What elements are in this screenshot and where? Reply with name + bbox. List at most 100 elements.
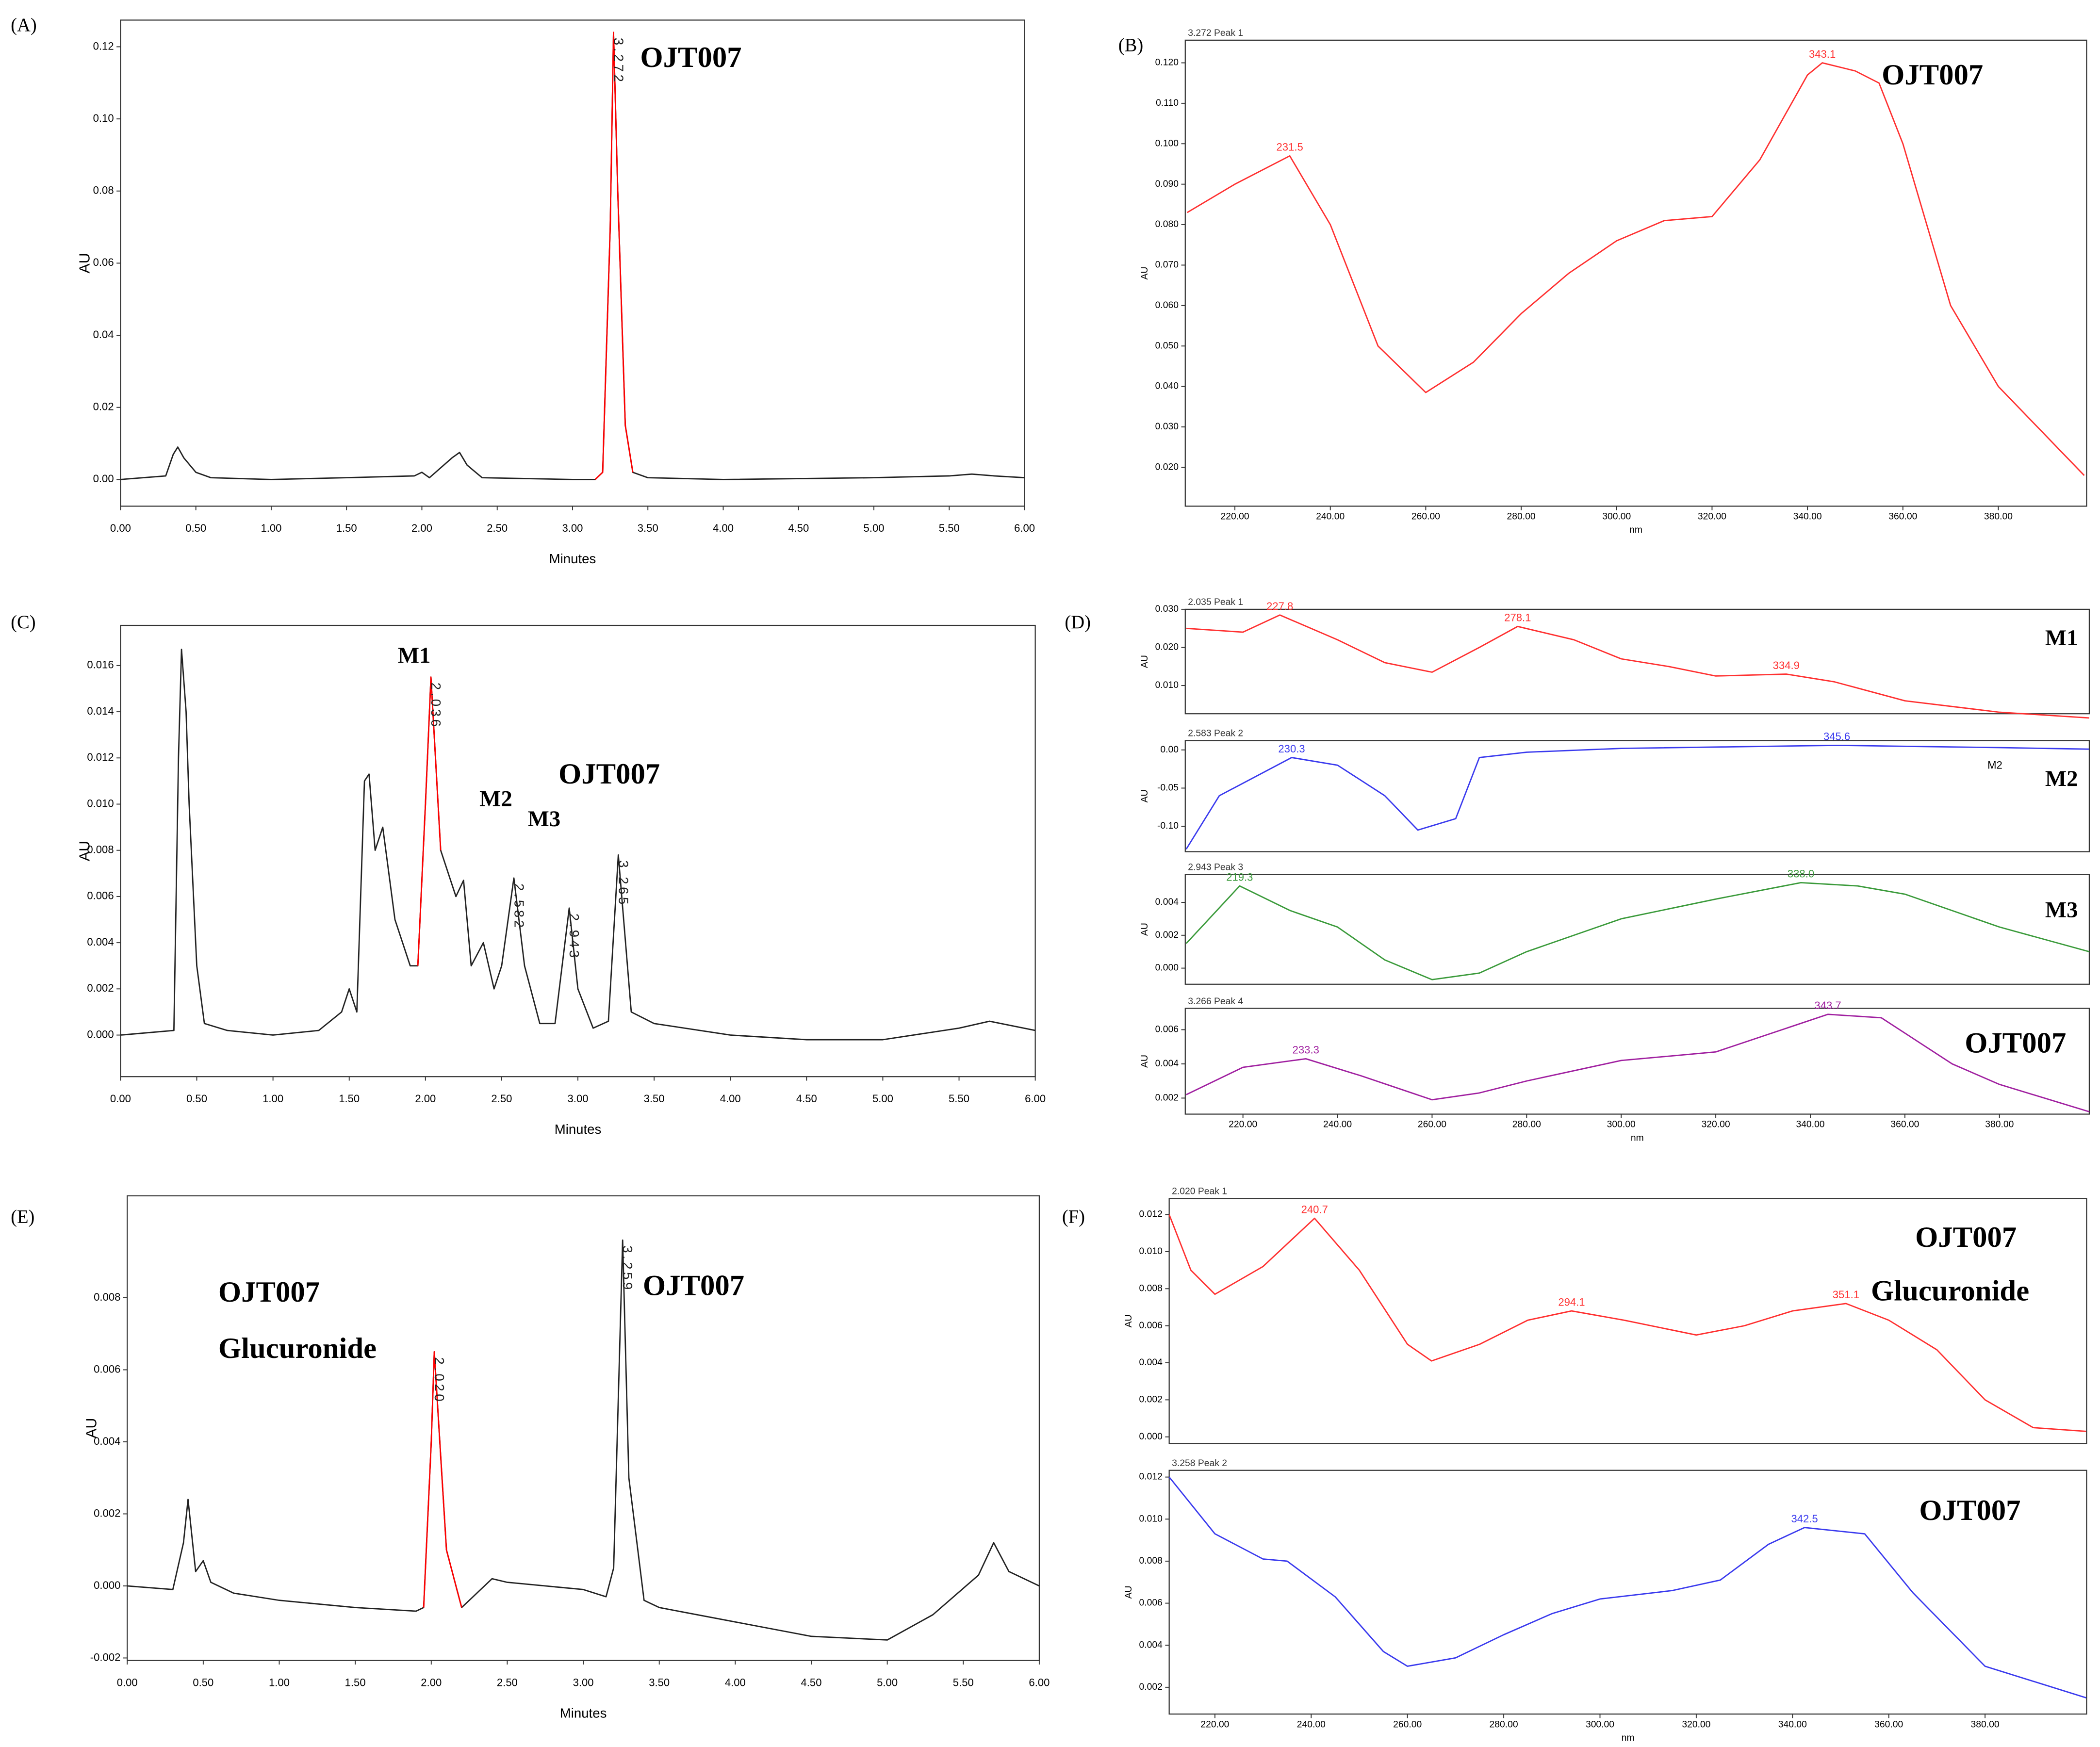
y-tick-label: -0.10 [1157, 821, 1179, 831]
peak-label: 3.259 [620, 1245, 635, 1292]
y-tick-label: 0.050 [1155, 341, 1179, 351]
y-tick-label: 0.010 [1155, 680, 1179, 690]
peak-label: 343.1 [1809, 48, 1836, 60]
peak-label: 278.1 [1504, 612, 1531, 624]
y-tick-label: 0.008 [87, 844, 114, 856]
annotation: M1 [398, 643, 431, 668]
x-tick-label: 0.00 [110, 1093, 131, 1105]
y-tick-label: 0.008 [94, 1291, 120, 1303]
x-tick-label: 1.00 [262, 1093, 283, 1105]
x-tick-label: 1.00 [261, 522, 281, 534]
plot-frame [1168, 1469, 2087, 1715]
y-tick-label: 0.008 [1139, 1283, 1163, 1293]
peak-label: 345.6 [1823, 731, 1850, 743]
peak-label: 219.3 [1226, 871, 1253, 883]
x-tick-label: 380.00 [1985, 1120, 2014, 1130]
x-tick-label: 3.50 [638, 522, 658, 534]
x-tick-label: 4.50 [788, 522, 809, 534]
annotation: M2 [1987, 759, 2002, 771]
y-axis-label: AU [1124, 1315, 1134, 1328]
y-tick-label: -0.002 [90, 1651, 121, 1663]
y-tick-label: 0.006 [94, 1363, 120, 1375]
peak-label: 351.1 [1833, 1289, 1859, 1301]
annotation: M2 [2045, 766, 2078, 791]
peak-label: 3.272 [611, 38, 626, 85]
y-axis-label: AU [77, 253, 93, 273]
y-tick-label: 0.002 [1155, 930, 1179, 940]
y-tick-label: 0.100 [1155, 138, 1179, 148]
plot-frame [1184, 740, 2090, 852]
data-line [423, 1351, 462, 1608]
x-tick-label: 300.00 [1586, 1719, 1614, 1730]
annotation: OJT007 [1919, 1494, 2020, 1527]
y-tick-label: 0.002 [1155, 1093, 1179, 1103]
data-line [1187, 62, 2085, 476]
x-tick-label: 4.00 [720, 1093, 741, 1105]
subtitle: 3.258 Peak 2 [1172, 1458, 1227, 1469]
x-tick-label: 2.50 [487, 522, 508, 534]
data-line [594, 32, 634, 480]
x-tick-label: 220.00 [1229, 1120, 1257, 1130]
plot-frame [1184, 1008, 2090, 1115]
annotation: OJT007 [643, 1269, 744, 1302]
x-tick-label: 0.50 [193, 1676, 213, 1688]
x-tick-label: 220.00 [1200, 1719, 1229, 1730]
x-tick-label: 260.00 [1411, 512, 1440, 522]
y-tick-label: 0.002 [1139, 1395, 1163, 1405]
x-tick-label: 320.00 [1698, 512, 1726, 522]
data-line [120, 32, 1025, 480]
x-tick-label: 6.00 [1014, 522, 1035, 534]
subtitle: 3.272 Peak 1 [1188, 28, 1243, 38]
peak-label: 2.036 [428, 683, 443, 730]
y-tick-label: 0.000 [94, 1579, 120, 1591]
x-tick-label: 5.00 [872, 1093, 893, 1105]
y-tick-label: 0.004 [94, 1435, 120, 1447]
x-tick-label: 260.00 [1393, 1719, 1422, 1730]
plot-frame [1184, 608, 2090, 715]
y-tick-label: 0.004 [87, 936, 114, 948]
y-tick-label: 0.012 [87, 751, 114, 763]
y-tick-label: 0.00 [1160, 745, 1179, 755]
y-tick-label: 0.010 [87, 797, 114, 809]
y-tick-label: 0.004 [1155, 1059, 1179, 1069]
x-tick-label: 3.00 [562, 522, 583, 534]
annotation: OJT007 [558, 758, 660, 790]
y-axis-label: AU [1140, 923, 1150, 936]
y-tick-label: 0.020 [1155, 642, 1179, 653]
x-tick-label: 4.00 [713, 522, 734, 534]
peak-label: 294.1 [1558, 1296, 1585, 1308]
peak-label: 342.5 [1791, 1513, 1818, 1525]
annotation: Glucuronide [218, 1332, 377, 1365]
x-tick-label: 280.00 [1512, 1120, 1541, 1130]
subtitle: 2.583 Peak 2 [1188, 729, 1243, 739]
y-tick-label: 0.060 [1155, 300, 1179, 310]
y-tick-label: 0.030 [1155, 604, 1179, 614]
annotation: OJT007 [640, 41, 741, 74]
data-line [1185, 882, 2090, 980]
y-tick-label: 0.012 [1139, 1472, 1163, 1482]
y-axis-label: AU [77, 841, 93, 861]
x-tick-label: 360.00 [1874, 1719, 1903, 1730]
x-tick-label: 320.00 [1682, 1719, 1710, 1730]
x-tick-label: 380.00 [1971, 1719, 2000, 1730]
x-tick-label: 2.00 [421, 1676, 442, 1688]
data-line [1168, 1476, 2086, 1698]
y-tick-label: 0.080 [1155, 219, 1179, 229]
y-tick-label: 0.006 [1139, 1598, 1163, 1608]
x-tick-label: 5.50 [953, 1676, 974, 1688]
x-tick-label: 240.00 [1323, 1120, 1352, 1130]
y-tick-label: 0.00 [93, 473, 114, 485]
annotation: M3 [2045, 897, 2078, 922]
peak-label: 3.265 [616, 860, 631, 907]
x-tick-label: 2.50 [497, 1676, 518, 1688]
x-tick-label: 340.00 [1778, 1719, 1807, 1730]
x-tick-label: 340.00 [1796, 1120, 1824, 1130]
x-tick-label: 220.00 [1221, 512, 1249, 522]
peak-label: 233.3 [1293, 1044, 1319, 1056]
annotation: OJT007 [1882, 59, 1983, 91]
x-tick-label: 300.00 [1607, 1120, 1636, 1130]
x-tick-label: 5.50 [949, 1093, 969, 1105]
y-tick-label: -0.05 [1157, 783, 1179, 793]
x-axis-label: nm [1631, 1133, 1644, 1143]
x-tick-label: 260.00 [1418, 1120, 1446, 1130]
